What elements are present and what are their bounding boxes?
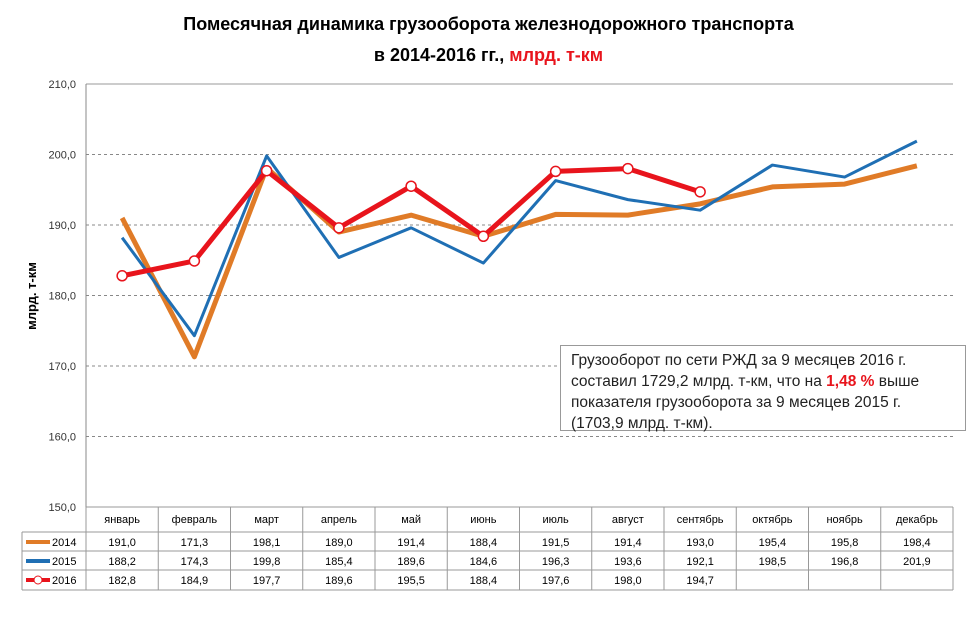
table-header-cell: ноябрь: [826, 514, 863, 526]
table-header-cell: январь: [104, 514, 140, 526]
table-header-cell: сентябрь: [677, 514, 724, 526]
table-cell: 191,5: [542, 537, 570, 549]
y-tick-label: 190,0: [48, 220, 76, 232]
table-cell: 201,9: [903, 556, 931, 568]
y-tick-label: 180,0: [48, 291, 76, 303]
legend-marker: [33, 575, 43, 585]
table-cell: 196,8: [831, 556, 859, 568]
table-header-cell: май: [401, 514, 421, 526]
table-cell: 197,7: [253, 575, 281, 587]
y-tick-label: 150,0: [48, 502, 76, 514]
table-cell: 185,4: [325, 556, 353, 568]
data-point: [694, 186, 706, 198]
y-tick-label: 210,0: [48, 79, 76, 91]
table-header-cell: апрель: [321, 514, 357, 526]
table-cell: 196,3: [542, 556, 570, 568]
table-cell: 189,6: [397, 556, 425, 568]
table-cell: 195,8: [831, 537, 859, 549]
table-cell: 174,3: [181, 556, 209, 568]
annotation-highlight: 1,48 %: [826, 373, 875, 390]
data-point: [549, 165, 562, 178]
table-cell: 191,0: [108, 537, 136, 549]
chart-title-line2: в 2014-2016 гг., млрд. т-км: [0, 45, 977, 66]
table-cell: 194,7: [686, 575, 714, 587]
table-cell: 171,3: [181, 537, 209, 549]
data-point: [260, 164, 273, 177]
data-point: [188, 255, 201, 267]
table-header-cell: март: [254, 514, 279, 526]
chart-title-line1: Помесячная динамика грузооборота железно…: [183, 14, 794, 34]
table-header-cell: февраль: [172, 514, 218, 526]
table-header-cell: август: [612, 514, 644, 526]
table-cell: 198,4: [903, 537, 931, 549]
table-cell: 191,4: [397, 537, 425, 549]
title-years: в 2014-2016 гг.,: [373, 45, 505, 65]
table-cell: 188,4: [470, 537, 498, 549]
table-cell: 195,4: [759, 537, 787, 549]
annotation-text-end: выше показателя грузооборота за 9 месяце…: [571, 373, 920, 432]
series-line-2014: [119, 163, 918, 360]
data-point: [477, 230, 490, 243]
table-cell: 182,8: [108, 575, 136, 587]
table-cell: 198,5: [759, 556, 787, 568]
table-cell: 192,1: [686, 556, 714, 568]
y-tick-label: 160,0: [48, 432, 76, 444]
y-axis-label: млрд. т-км: [24, 262, 39, 330]
data-point: [116, 270, 128, 282]
table-header-cell: октябрь: [752, 514, 792, 526]
legend-label: 2016: [52, 575, 76, 587]
y-tick-label: 200,0: [48, 150, 76, 162]
table-header-cell: июль: [542, 514, 569, 526]
legend-label: 2014: [52, 537, 76, 549]
table-cell: 197,6: [542, 575, 570, 587]
annotation-text: Грузооборот по сети РЖД за 9 месяцев 201…: [571, 352, 907, 390]
table-cell: 188,4: [470, 575, 498, 587]
title-unit: млрд. т-км: [509, 45, 604, 65]
table-cell: 191,4: [614, 537, 642, 549]
data-point: [333, 222, 345, 234]
table-cell: 193,0: [686, 537, 714, 549]
table-cell: 198,0: [614, 575, 642, 587]
legend-label: 2015: [52, 556, 76, 568]
table-cell: 189,6: [325, 575, 353, 587]
table-cell: 195,5: [397, 575, 425, 587]
table-cell: 198,1: [253, 537, 281, 549]
data-point: [622, 162, 634, 175]
table-cell: 184,6: [470, 556, 498, 568]
annotation-box: Грузооборот по сети РЖД за 9 месяцев 201…: [560, 345, 966, 432]
y-tick-label: 170,0: [48, 361, 76, 373]
table-cell: 188,2: [108, 556, 136, 568]
data-point: [405, 180, 417, 192]
table-cell: 193,6: [614, 556, 642, 568]
table-header-cell: июнь: [470, 514, 496, 526]
table-cell: 189,0: [325, 537, 353, 549]
table-cell: 184,9: [181, 575, 209, 587]
table-header-cell: декабрь: [896, 514, 938, 526]
table-cell: 199,8: [253, 556, 281, 568]
